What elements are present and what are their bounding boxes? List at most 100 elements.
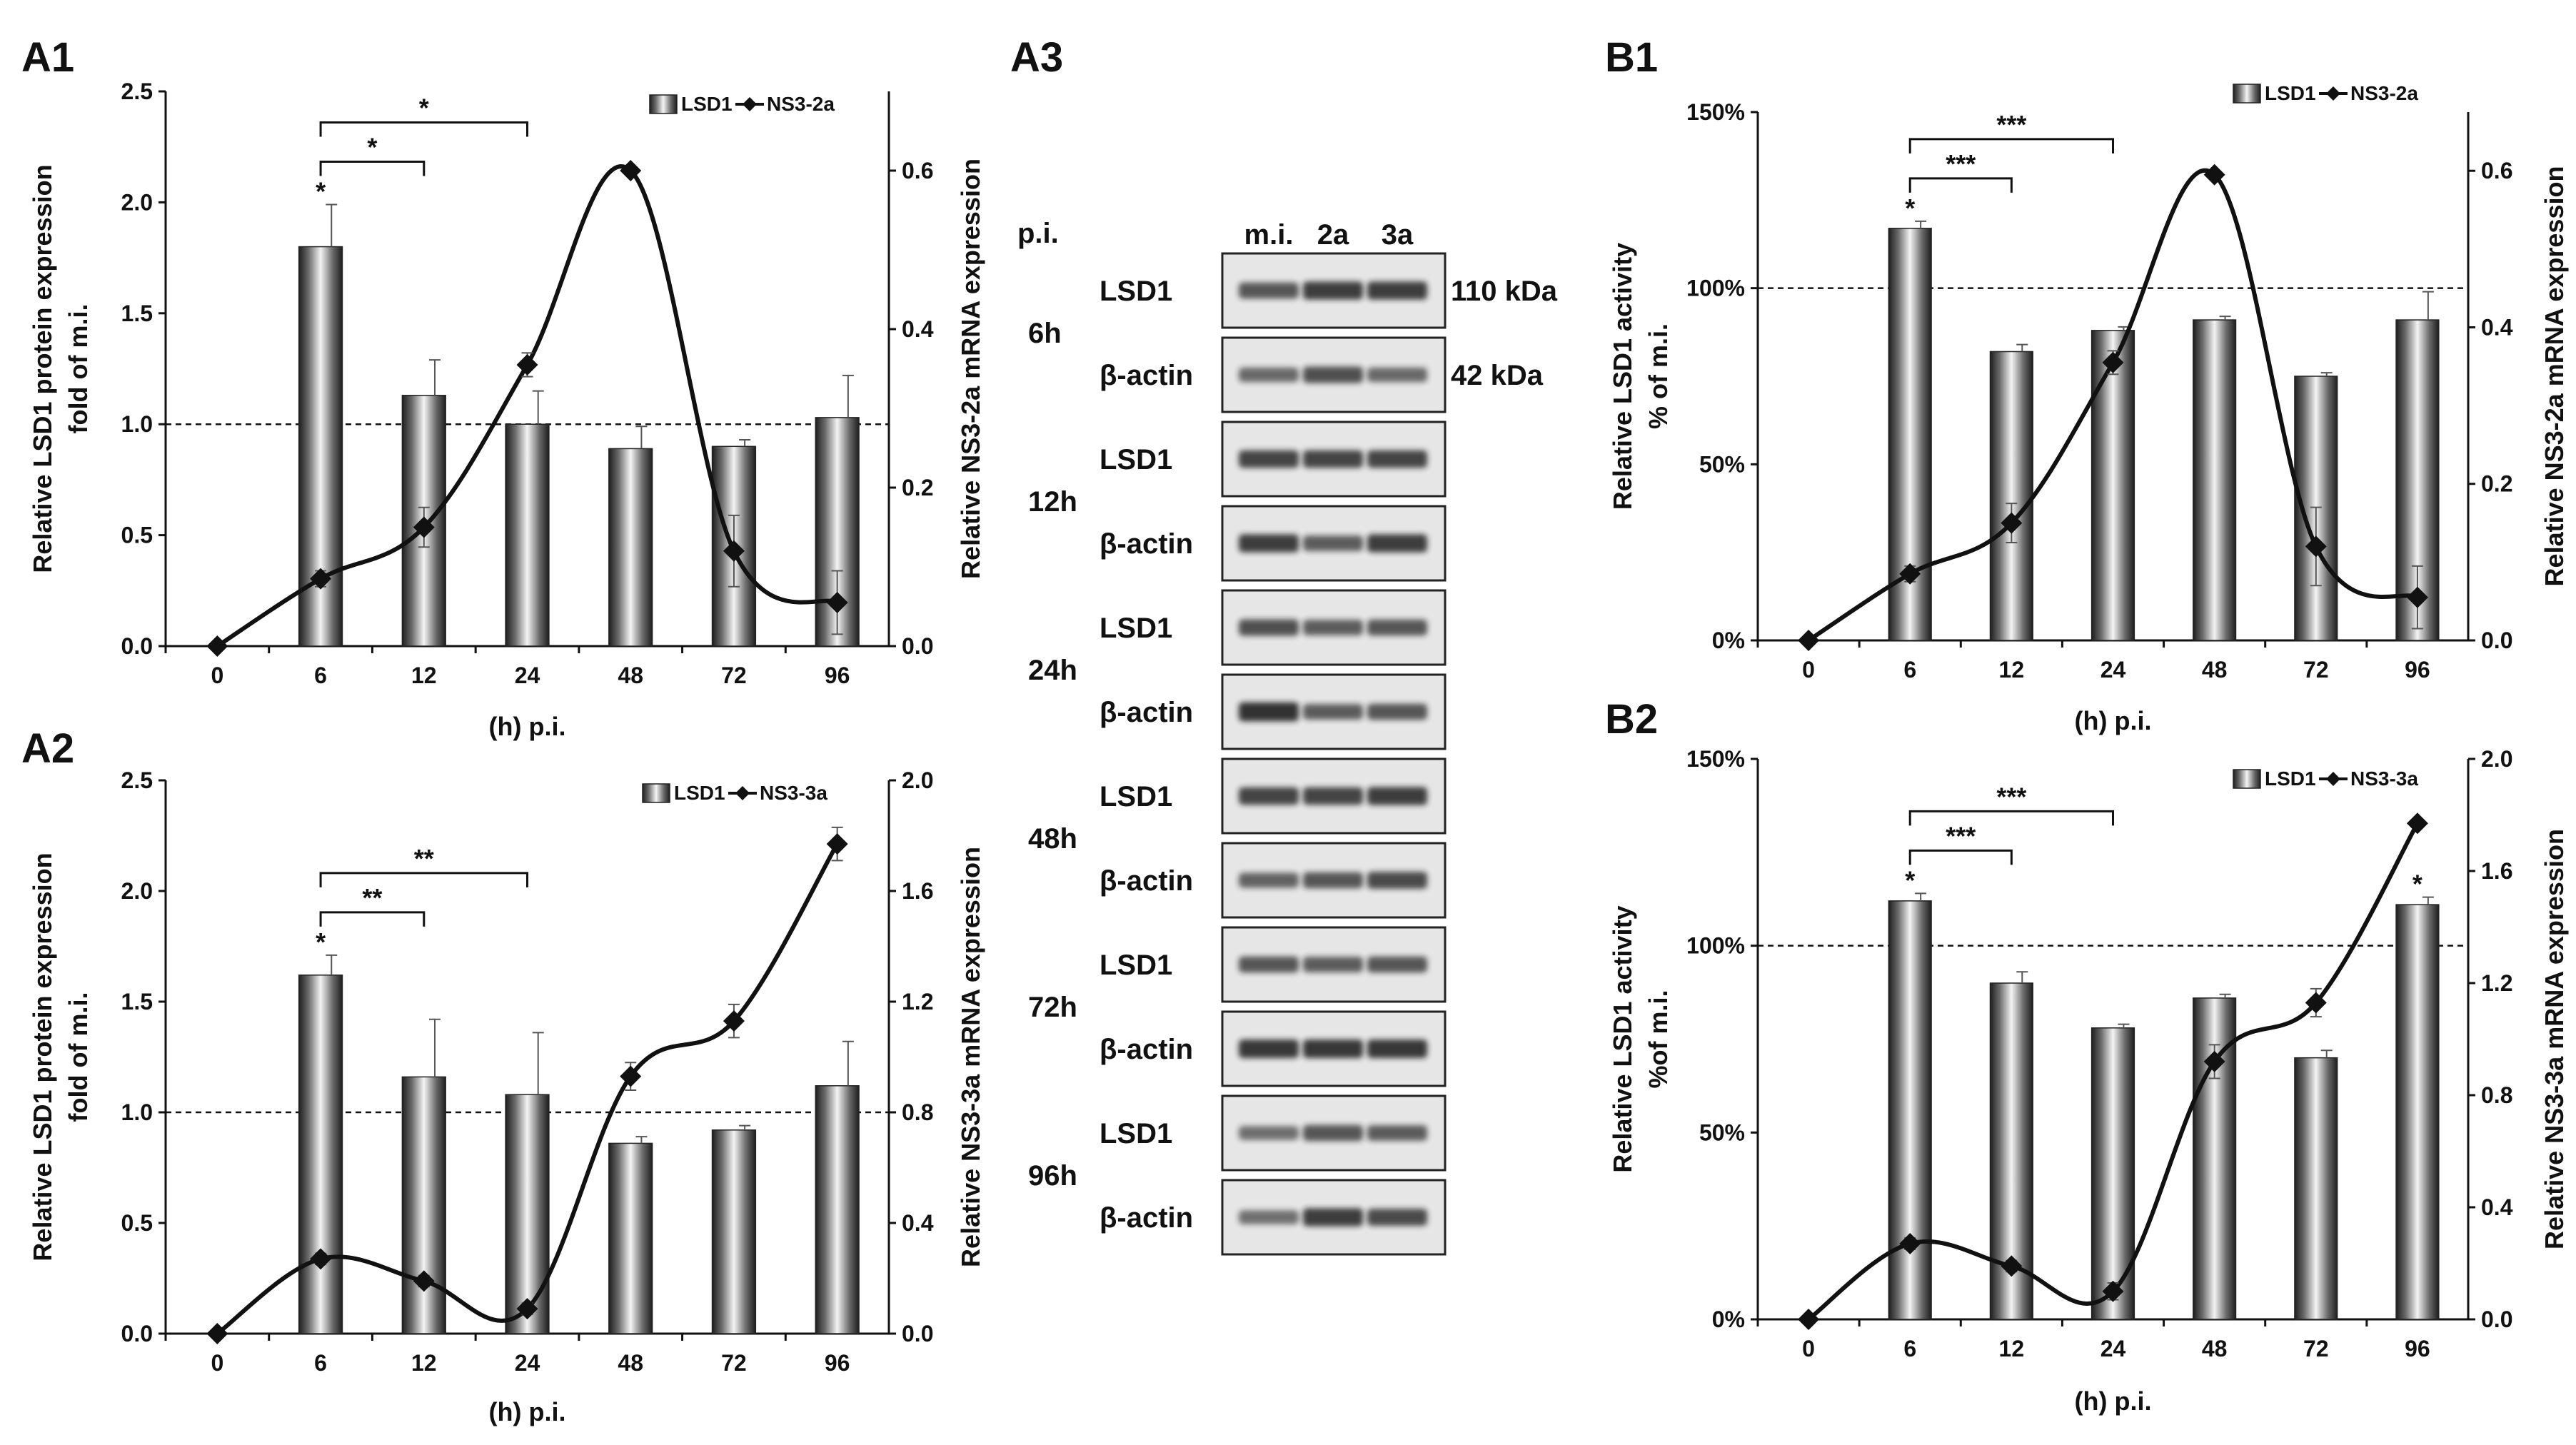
blot-time-label: 12h (1028, 486, 1077, 518)
blot-band (1239, 872, 1299, 888)
line-point (826, 833, 848, 855)
blot-size-label: 42 kDa (1451, 360, 1544, 391)
blot-protein-label: β-actin (1100, 360, 1193, 391)
blot-band (1367, 1209, 1427, 1226)
blot-band (1367, 787, 1427, 805)
blot-protein-label: LSD1 (1100, 444, 1172, 475)
y-tick-label-left: 1.0 (121, 1099, 153, 1125)
blot-protein-label: LSD1 (1100, 1118, 1172, 1149)
significance-label: *** (1996, 110, 2026, 139)
x-tick-label: 48 (2202, 1336, 2228, 1361)
x-tick-label: 72 (2303, 1336, 2329, 1361)
bar (2091, 1027, 2135, 1320)
blot-band (1367, 534, 1427, 553)
blot-band (1303, 620, 1363, 635)
y-tick-label-right: 2.0 (902, 767, 933, 793)
blot-band (1367, 281, 1427, 300)
y-tick-label-left: 1.5 (121, 989, 153, 1014)
line-point (2102, 1280, 2124, 1302)
legend-label-bar: LSD1 (2265, 82, 2316, 104)
blot-lane-label: 3a (1382, 219, 1414, 251)
legend-label-line: NS3-2a (767, 93, 835, 115)
legend-bar-swatch (2233, 84, 2261, 104)
blot-band (1303, 872, 1363, 889)
line-point (2001, 1255, 2023, 1277)
line-point (2305, 535, 2327, 558)
y-tick-label-left: 2.5 (121, 79, 153, 104)
significance-bracket (1908, 810, 2114, 826)
blot-protein-label: LSD1 (1100, 276, 1172, 307)
bar (2395, 904, 2440, 1320)
significance-label: * (419, 94, 429, 123)
blot-band (1303, 450, 1363, 468)
y-axis-subtitle-left: % of m.i. (1644, 323, 1673, 429)
legend-bar-swatch (642, 783, 670, 803)
chart-B2: B2 0% 50% 100% 150% 0.0 0.4 0.8 1.2 1.6 2.0 0 6 12 24 4… (1605, 696, 2569, 1416)
x-tick-label: 72 (721, 1350, 747, 1376)
x-axis-title: (h) p.i. (489, 712, 566, 741)
panel-label: A1 (21, 34, 74, 81)
bar (401, 1076, 446, 1334)
y-tick-label-right: 0.4 (2481, 1194, 2513, 1220)
blot-band (1239, 787, 1299, 805)
bar-significance-mark: * (316, 927, 326, 957)
line-point (206, 1323, 228, 1344)
blot-band (1239, 702, 1299, 722)
significance-bracket (1908, 138, 2114, 153)
x-axis-title: (h) p.i. (2075, 706, 2152, 735)
chart-A1: A1 0.0 0.5 1.0 1.5 2.0 2.5 0.0 0.2 0.4 0.6 0 6 12 24 48… (21, 34, 985, 741)
legend-bar-swatch (649, 94, 678, 114)
blot-band (1239, 450, 1299, 468)
legend-diamond (2326, 86, 2340, 101)
legend-label-bar: LSD1 (674, 782, 725, 804)
x-tick-label: 48 (618, 1350, 643, 1376)
line-point (2406, 586, 2428, 608)
panel-label: B1 (1605, 34, 1658, 81)
x-tick-label: 12 (411, 663, 437, 688)
panel-label: B2 (1605, 696, 1658, 742)
legend-diamond (743, 97, 757, 111)
y-tick-label-left: 2.0 (121, 189, 153, 215)
blot-band (1367, 1125, 1427, 1141)
y-tick-label-right: 0.0 (902, 633, 933, 659)
x-tick-label: 12 (1999, 657, 2025, 683)
line-point (516, 354, 538, 376)
bar (711, 1129, 757, 1334)
blot-size-label: 110 kDa (1451, 276, 1558, 307)
blot-band (1239, 1210, 1299, 1224)
x-tick-label: 24 (515, 663, 540, 688)
panel-label: A2 (21, 725, 74, 772)
y-tick-label-right: 0.8 (2481, 1082, 2512, 1108)
y-tick-label-right: 2.0 (2481, 746, 2512, 772)
x-tick-label: 24 (2100, 657, 2126, 683)
x-tick-label: 24 (515, 1350, 540, 1376)
blot-protein-label: β-actin (1100, 865, 1193, 897)
blot-time-label: 24h (1028, 655, 1077, 686)
line-point (620, 160, 642, 181)
line-point (2102, 351, 2124, 373)
line-point (723, 1010, 745, 1032)
bar-significance-mark: * (316, 177, 326, 206)
significance-bracket (1908, 849, 2013, 865)
blot-band (1303, 787, 1363, 805)
blot-band (1367, 703, 1427, 720)
line-point (206, 635, 228, 657)
line-point (2001, 512, 2023, 534)
blot-band (1367, 872, 1427, 889)
y-axis-subtitle-left: %of m.i. (1644, 990, 1673, 1088)
significance-bracket (319, 872, 528, 887)
significance-label: *** (1996, 782, 2026, 811)
bar (1989, 351, 2033, 641)
bar (608, 448, 653, 647)
y-tick-label-right: 0.6 (902, 158, 933, 183)
x-axis-title: (h) p.i. (2075, 1386, 2152, 1416)
blot-header-label: p.i. (1017, 218, 1059, 249)
blot-band (1303, 1208, 1363, 1227)
y-tick-label-right: 1.6 (2481, 858, 2512, 884)
y-axis-title-right: Relative NS3-2a mRNA expression (2540, 166, 2569, 587)
y-tick-label-right: 0.0 (902, 1321, 933, 1346)
y-axis-title-left: Relative LSD1 activity (1608, 243, 1637, 510)
blot-time-label: 48h (1028, 823, 1077, 855)
line-point (2305, 992, 2327, 1014)
line-point (413, 516, 435, 538)
